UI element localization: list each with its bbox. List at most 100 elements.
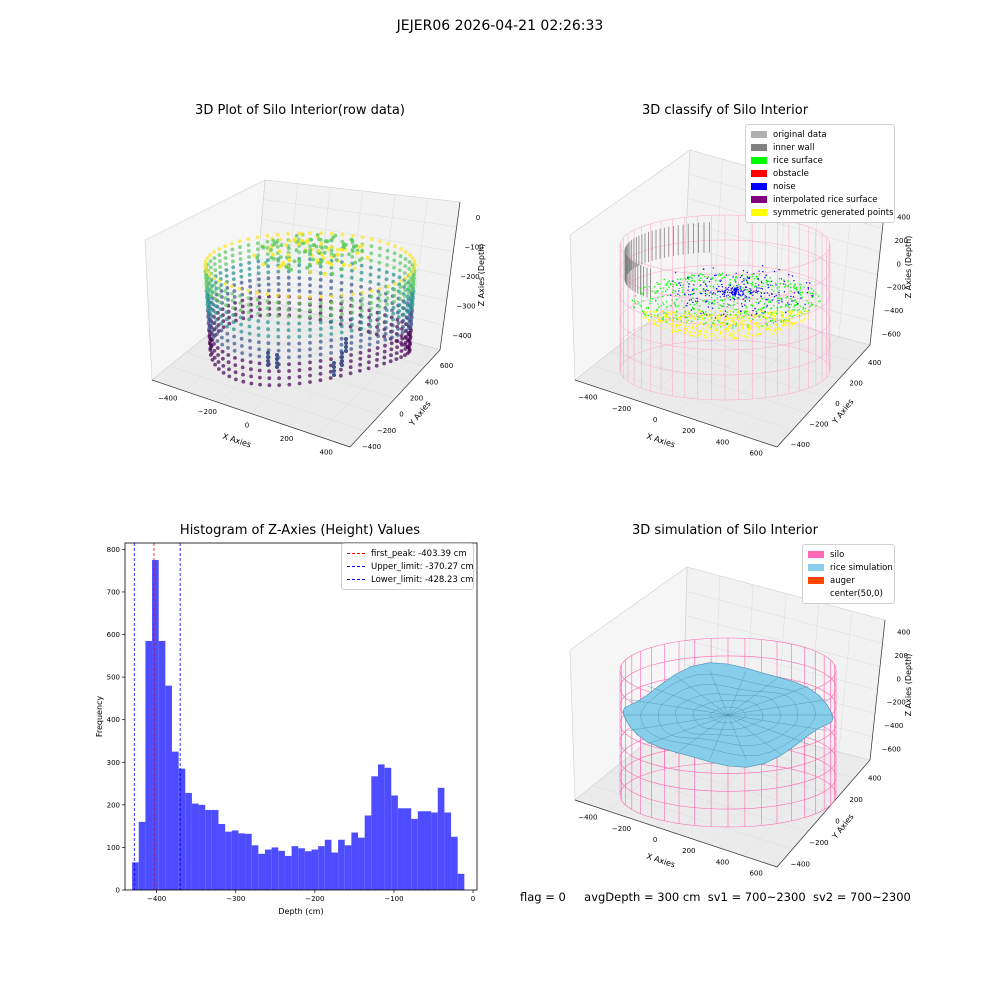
cls-symmetric-point: [770, 315, 772, 317]
raw-data-point: [392, 299, 396, 304]
sim-rice-mesh-line: [710, 706, 746, 724]
raw-data-point: [289, 267, 294, 272]
histogram-bar: [311, 849, 319, 890]
cls-symmetric-point: [802, 320, 804, 323]
cls-rice-surface-point: [819, 300, 821, 302]
cls-noise-point: [714, 293, 716, 295]
cls-rice-surface-point: [763, 306, 765, 308]
raw-data-point: [208, 330, 213, 335]
cls-symmetric-point: [750, 320, 752, 322]
raw-data-point: [276, 269, 281, 274]
raw-data-point: [241, 379, 246, 384]
cls-rice-surface-point: [770, 307, 772, 310]
cls-x-tick-label: −400: [578, 394, 597, 402]
cls-symmetric-point: [711, 335, 713, 337]
raw-data-point: [257, 347, 261, 352]
cls-rice-surface-point: [771, 312, 773, 314]
raw-y-tick-label: −200: [377, 427, 396, 435]
cls-x-tick-label: 200: [682, 427, 695, 435]
cls-rice-surface-point: [750, 293, 753, 295]
cls-rice-surface-point: [729, 313, 731, 316]
raw-data-point: [232, 341, 237, 346]
cls-rice-surface-point: [706, 288, 708, 291]
cls-symmetric-point: [645, 314, 648, 317]
cls-symmetric-point: [733, 332, 735, 334]
raw-3d-plot: −400−2000200400−400−20002004006000−100−2…: [144, 179, 486, 456]
raw-data-point: [377, 260, 382, 265]
raw-data-point: [369, 300, 374, 305]
cls-symmetric-point: [664, 316, 667, 319]
sim-x-axis-label: X Axies: [645, 852, 676, 870]
cls-rice-surface-point: [752, 305, 754, 307]
sim-z-tick-label: 200: [895, 652, 908, 660]
raw-data-point: [297, 381, 302, 386]
raw-data-point: [297, 276, 302, 280]
simulation-legend-item: rice simulation: [808, 561, 893, 574]
raw-data-point: [395, 339, 400, 343]
cls-rice-surface-point: [813, 290, 815, 292]
cls-noise-point: [752, 294, 754, 296]
cls-symmetric-point: [766, 311, 769, 314]
cls-symmetric-point: [725, 318, 728, 320]
cls-symmetric-point: [686, 310, 689, 312]
raw-data-point: [328, 376, 333, 380]
cls-symmetric-point: [783, 323, 785, 325]
cls-rice-surface-point: [675, 314, 677, 316]
cls-rice-surface-point: [729, 282, 731, 284]
cls-rice-surface-point: [719, 304, 721, 306]
raw-data-point: [376, 328, 381, 333]
cls-y-tick-label: 200: [849, 380, 862, 388]
raw-data-point: [365, 255, 370, 260]
cls-rice-surface-point: [793, 300, 795, 302]
raw-data-point: [399, 247, 403, 251]
cls-noise-point: [761, 288, 763, 290]
raw-data-point: [340, 312, 344, 316]
raw-data-point: [276, 288, 281, 293]
raw-data-point: [266, 334, 271, 339]
cls-rice-surface-point: [721, 272, 723, 275]
cls-symmetric-point: [805, 313, 807, 315]
cls-rice-surface-point: [735, 314, 737, 316]
cls-rice-surface-point: [746, 289, 748, 291]
raw-data-point: [207, 303, 212, 308]
cls-rice-surface-point: [656, 290, 659, 292]
raw-data-point: [352, 266, 357, 271]
raw-data-point: [368, 280, 373, 284]
raw-data-point: [327, 260, 332, 265]
cls-symmetric-point: [729, 310, 732, 312]
raw-data-point: [403, 264, 408, 268]
cls-rice-surface-point: [765, 322, 768, 325]
cls-rice-surface-point: [742, 287, 744, 289]
cls-rice-surface-point: [720, 305, 723, 307]
cls-rice-surface-point: [761, 307, 763, 309]
cls-noise-point: [734, 294, 736, 296]
raw-data-point: [275, 232, 280, 237]
raw-data-point: [408, 273, 412, 277]
sim-rice-mesh-line: [727, 685, 809, 716]
cls-symmetric-point: [769, 326, 772, 328]
raw-data-point: [203, 266, 208, 271]
status-footer: flag = 0 avgDepth = 300 cm sv1 = 700~230…: [520, 890, 911, 904]
cls-symmetric-point: [706, 321, 709, 323]
raw-data-point: [407, 343, 412, 348]
raw-data-point: [257, 354, 262, 359]
raw-data-point: [212, 355, 217, 360]
raw-data-point: [329, 344, 334, 349]
raw-data-point: [385, 248, 390, 253]
cls-symmetric-point: [718, 314, 720, 316]
cls-rice-surface-point: [758, 315, 760, 317]
raw-data-point: [339, 281, 344, 285]
cls-rice-surface-point: [699, 285, 701, 287]
cls-symmetric-point: [725, 330, 727, 333]
raw-data-point: [392, 251, 397, 256]
raw-data-point: [391, 311, 396, 316]
cls-noise-point: [762, 312, 764, 314]
cls-symmetric-point: [727, 327, 729, 329]
cls-symmetric-point: [787, 320, 789, 322]
legend-line-sample: [347, 579, 365, 580]
cls-rice-surface-point: [765, 279, 768, 282]
raw-data-point: [318, 365, 323, 370]
raw-data-point: [238, 263, 243, 267]
cls-noise-point: [678, 282, 680, 284]
cls-noise-point: [725, 287, 727, 289]
